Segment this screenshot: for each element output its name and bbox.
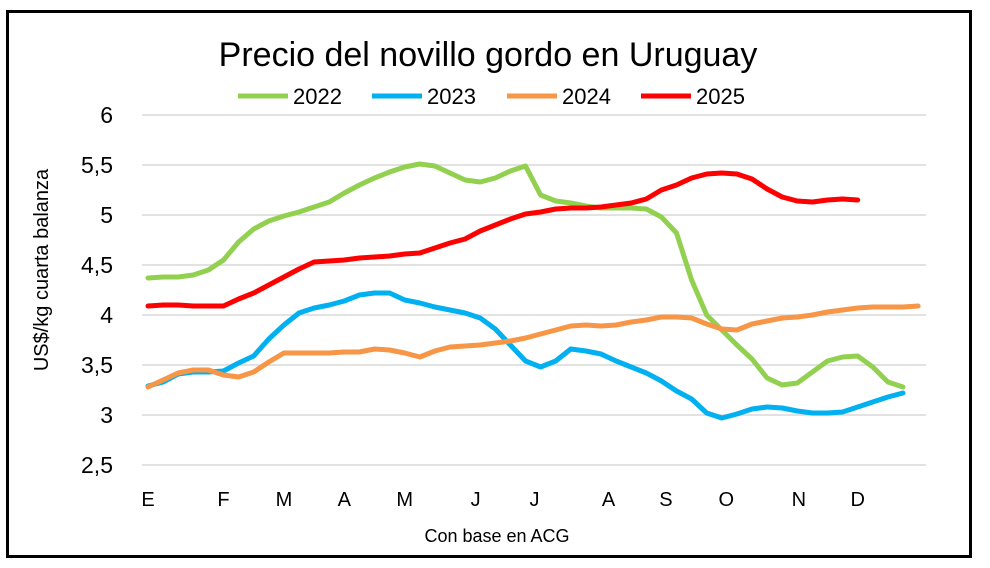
legend-item-2022: 2022 <box>238 84 342 109</box>
series-line-2023 <box>145 290 906 421</box>
legend-label: 2022 <box>293 84 342 109</box>
legend-item-2023: 2023 <box>372 84 476 109</box>
y-axis-ticks: 2,5 3 3,5 4 4,5 5 5,5 6 <box>81 102 113 478</box>
y-tick-label: 4,5 <box>81 252 113 278</box>
x-axis-label: Con base en ACG <box>424 526 569 546</box>
chart-title: Precio del novillo gordo en Uruguay <box>219 36 758 74</box>
chart-frame <box>6 10 972 558</box>
y-tick-label: 3,5 <box>81 352 113 378</box>
x-tick-label: J <box>530 489 540 511</box>
y-tick-label: 4 <box>100 302 113 328</box>
x-tick-label: S <box>659 489 672 511</box>
legend-label: 2024 <box>562 84 611 109</box>
x-tick-label: J <box>471 489 481 511</box>
series-lines <box>145 161 921 421</box>
x-tick-label: O <box>719 489 735 511</box>
series-line-2025 <box>145 170 861 309</box>
x-tick-label: E <box>141 489 154 511</box>
legend: 2022 2023 2024 2025 <box>238 84 745 109</box>
y-tick-label: 5,5 <box>81 152 113 178</box>
x-tick-label: M <box>276 489 293 511</box>
x-tick-label: D <box>850 489 864 511</box>
x-tick-label: M <box>396 489 413 511</box>
y-tick-label: 6 <box>100 102 113 128</box>
gridlines <box>142 114 926 466</box>
series-line-2024 <box>145 303 921 390</box>
x-tick-label: A <box>338 489 352 511</box>
series-line-2022 <box>145 161 906 390</box>
legend-item-2024: 2024 <box>507 84 611 109</box>
legend-label: 2023 <box>427 84 476 109</box>
y-axis-label: US$/kg cuarta balanza <box>31 168 53 371</box>
y-tick-label: 2,5 <box>81 452 113 478</box>
x-tick-label: A <box>602 489 616 511</box>
x-tick-label: N <box>792 489 806 511</box>
y-tick-label: 5 <box>100 202 113 228</box>
x-tick-label: F <box>217 489 229 511</box>
legend-item-2025: 2025 <box>641 84 745 109</box>
y-tick-label: 3 <box>100 402 113 428</box>
legend-label: 2025 <box>696 84 745 109</box>
